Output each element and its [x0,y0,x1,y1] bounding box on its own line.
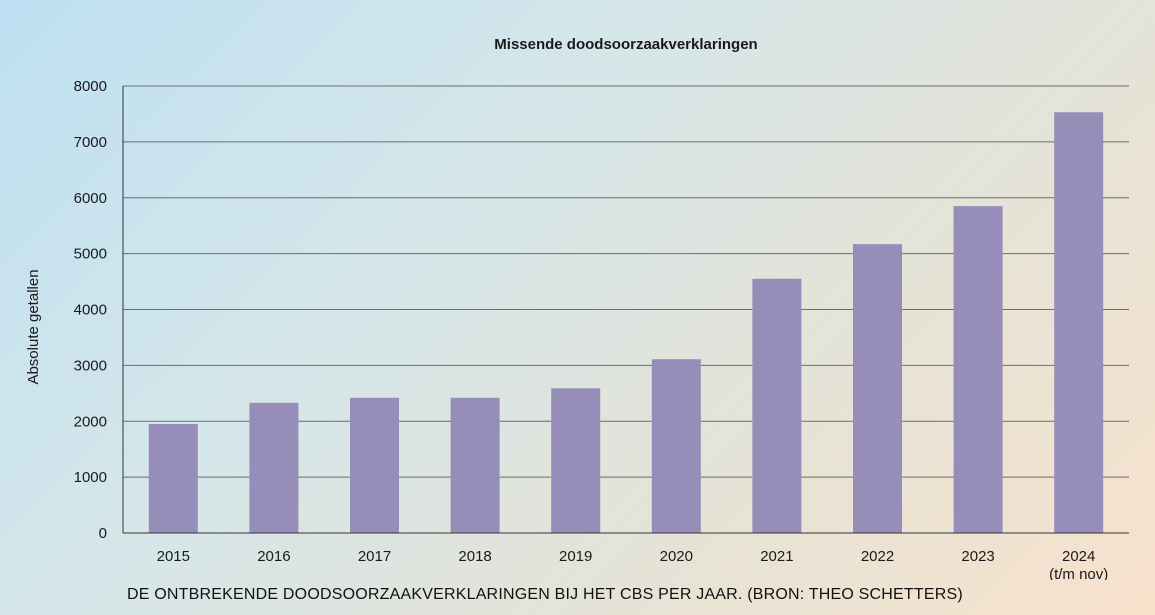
bar [853,244,902,533]
x-tick-label: 2016 [257,548,290,565]
x-tick-label: 2021 [760,548,793,565]
x-tick-label: 2018 [458,548,491,565]
bar [551,388,601,533]
chart-title: Missende doodsoorzaakverklaringen [494,36,757,53]
y-tick-labels: 0 1000 2000 3000 4000 5000 6000 7000 8000 [74,78,107,542]
y-tick-label: 6000 [74,190,107,207]
y-tick-label: 4000 [74,302,107,319]
y-tick-label: 7000 [74,134,107,151]
x-tick-label: 2020 [660,548,693,565]
y-tick-label: 2000 [74,413,107,430]
y-tick-label: 5000 [74,246,107,263]
x-tick-label: 2023 [961,548,994,565]
bar [953,206,1003,533]
y-tick-label: 3000 [74,357,107,374]
bar [1054,112,1104,533]
x-tick-label: 2017 [358,548,391,565]
bar [752,278,802,533]
y-tick-label: 8000 [74,78,107,95]
bar [450,397,500,533]
figure-caption: DE ONTBREKENDE DOODSOORZAAKVERKLARINGEN … [127,586,963,603]
bar-chart: Missende doodsoorzaakverklaringen Absolu… [25,36,1129,580]
x-tick-label: 2024 (t/m nov) [1049,548,1108,580]
y-axis-label: Absolute getallen [25,269,42,384]
bar [350,397,399,533]
y-tick-label: 0 [99,525,107,542]
bar [249,402,299,533]
bars [148,112,1104,533]
y-tick-label: 1000 [74,469,107,486]
bar [148,424,198,533]
x-tick-labels: 2015 2016 2017 2018 2019 2020 2021 2022 2023 2024… [157,548,1109,580]
x-tick-label: 2019 [559,548,592,565]
x-tick-label: 2022 [861,548,894,565]
bar [651,359,701,533]
axes [122,86,1129,534]
x-tick-label: 2015 [157,548,190,565]
